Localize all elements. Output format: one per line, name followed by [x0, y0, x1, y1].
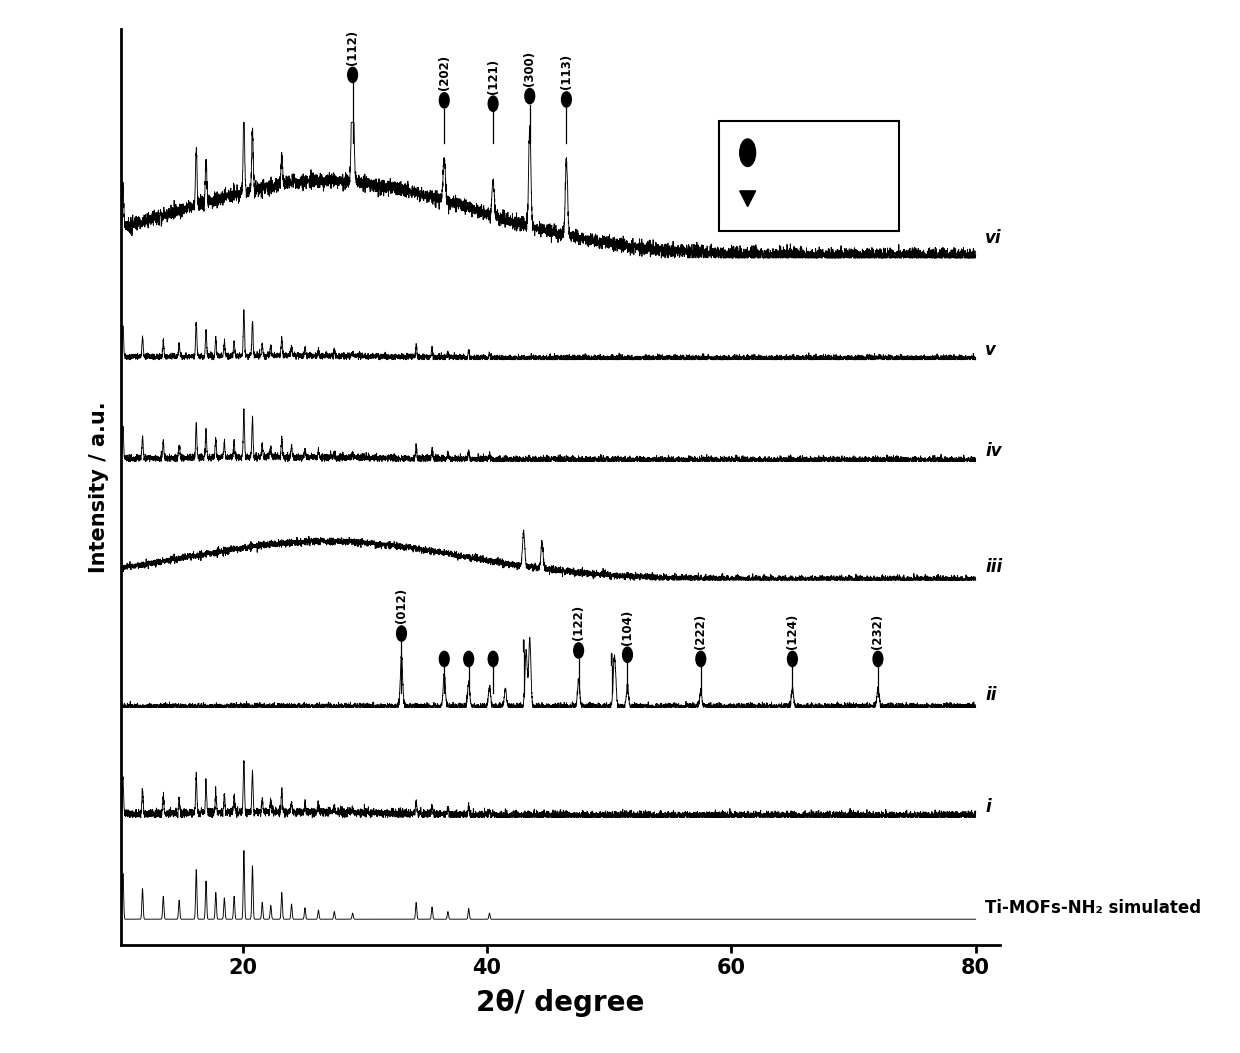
Text: (222): (222) — [694, 614, 707, 649]
Text: Ti-MOFs-NH₂ simulated: Ti-MOFs-NH₂ simulated — [986, 899, 1202, 917]
Ellipse shape — [489, 652, 498, 667]
Ellipse shape — [525, 88, 534, 104]
Ellipse shape — [439, 652, 449, 667]
Ellipse shape — [464, 652, 474, 667]
Text: (300): (300) — [523, 51, 536, 86]
Text: (113): (113) — [560, 54, 573, 90]
Text: vi: vi — [986, 229, 1002, 246]
Ellipse shape — [489, 96, 498, 112]
Ellipse shape — [873, 652, 883, 667]
Ellipse shape — [574, 642, 584, 658]
Text: Cu: Cu — [771, 187, 797, 205]
Ellipse shape — [622, 648, 632, 662]
Ellipse shape — [397, 625, 407, 641]
Text: iv: iv — [986, 442, 1002, 460]
X-axis label: 2θ/ degree: 2θ/ degree — [476, 989, 645, 1017]
Text: (104): (104) — [621, 610, 634, 644]
Ellipse shape — [562, 92, 572, 107]
Ellipse shape — [740, 139, 755, 166]
Text: (112): (112) — [346, 29, 360, 64]
Polygon shape — [740, 191, 755, 206]
Text: (121): (121) — [486, 58, 500, 94]
Text: v: v — [986, 340, 996, 359]
Text: ii: ii — [986, 686, 997, 703]
Text: (122): (122) — [572, 605, 585, 640]
Text: (232): (232) — [872, 614, 884, 649]
Text: i: i — [986, 798, 991, 816]
FancyBboxPatch shape — [719, 121, 899, 231]
Ellipse shape — [696, 652, 706, 667]
Text: (012): (012) — [396, 589, 408, 623]
Text: Cu$_3$P: Cu$_3$P — [771, 143, 821, 163]
Ellipse shape — [787, 652, 797, 667]
Text: (124): (124) — [786, 614, 799, 649]
Ellipse shape — [439, 93, 449, 108]
Text: iii: iii — [986, 558, 1003, 576]
Text: (202): (202) — [438, 55, 451, 91]
Y-axis label: Intensity / a.u.: Intensity / a.u. — [89, 401, 109, 573]
Ellipse shape — [347, 67, 357, 82]
